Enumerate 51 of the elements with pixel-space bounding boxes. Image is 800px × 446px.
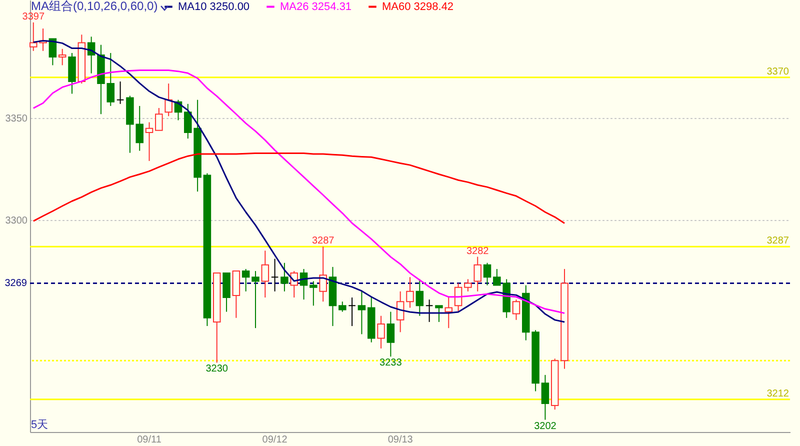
ref-line-label: 3212 xyxy=(766,388,790,400)
annotation: 3233 xyxy=(380,358,402,369)
candlestick xyxy=(242,268,250,292)
ref-line-label: 3287 xyxy=(766,236,790,247)
ref-line-label: 3370 xyxy=(766,66,790,78)
candlestick xyxy=(474,256,482,292)
candlestick xyxy=(435,305,443,322)
candlestick xyxy=(483,262,492,286)
candlestick xyxy=(416,278,424,316)
candlestick xyxy=(252,270,260,329)
candlestick xyxy=(377,315,385,349)
annotation: 3202 xyxy=(534,420,557,432)
annotation: 3230 xyxy=(206,364,228,375)
candlestick xyxy=(155,108,163,131)
annotation: 3287 xyxy=(312,236,335,247)
x-tick-label: 09/11 xyxy=(137,434,162,446)
annotation: 5天 xyxy=(31,419,48,431)
candlestick xyxy=(464,278,472,292)
candlestick xyxy=(338,301,346,312)
y-tick-label: 3350 xyxy=(5,114,28,125)
candlestick xyxy=(406,276,414,308)
annotation: 3282 xyxy=(466,246,490,257)
legend-label: MA26 3254.31 xyxy=(280,0,352,13)
legend-label: MA10 3250.00 xyxy=(178,0,250,13)
line-series xyxy=(32,152,566,224)
candlestick xyxy=(319,246,327,302)
candlestick xyxy=(396,290,404,333)
candlestick xyxy=(358,290,366,335)
y-tick-label: 3300 xyxy=(5,216,28,227)
candlestick xyxy=(541,374,550,420)
candlestick xyxy=(116,81,124,104)
candlestick xyxy=(310,280,318,306)
ref-line-label: 3269 xyxy=(4,278,28,290)
candlestick xyxy=(106,52,115,106)
candlestick xyxy=(261,250,270,298)
candlestick xyxy=(444,297,453,329)
candlestick xyxy=(386,311,395,358)
x-tick-label: 09/13 xyxy=(388,434,414,446)
legend-label: MA60 3298.42 xyxy=(382,0,454,13)
annotation: 3397 xyxy=(22,11,45,22)
candlestick xyxy=(164,83,172,117)
candlestick xyxy=(280,262,288,292)
candlestick xyxy=(48,38,57,66)
candlestick xyxy=(348,297,356,327)
candlestick xyxy=(145,122,154,162)
legend-title: MA组合(0,10,26,0,60,0) xyxy=(31,0,158,13)
candlestick xyxy=(58,48,66,66)
candlestick xyxy=(425,299,434,322)
candlestick xyxy=(512,299,520,320)
x-tick-label: 09/12 xyxy=(262,434,288,446)
candlestick xyxy=(270,258,279,292)
